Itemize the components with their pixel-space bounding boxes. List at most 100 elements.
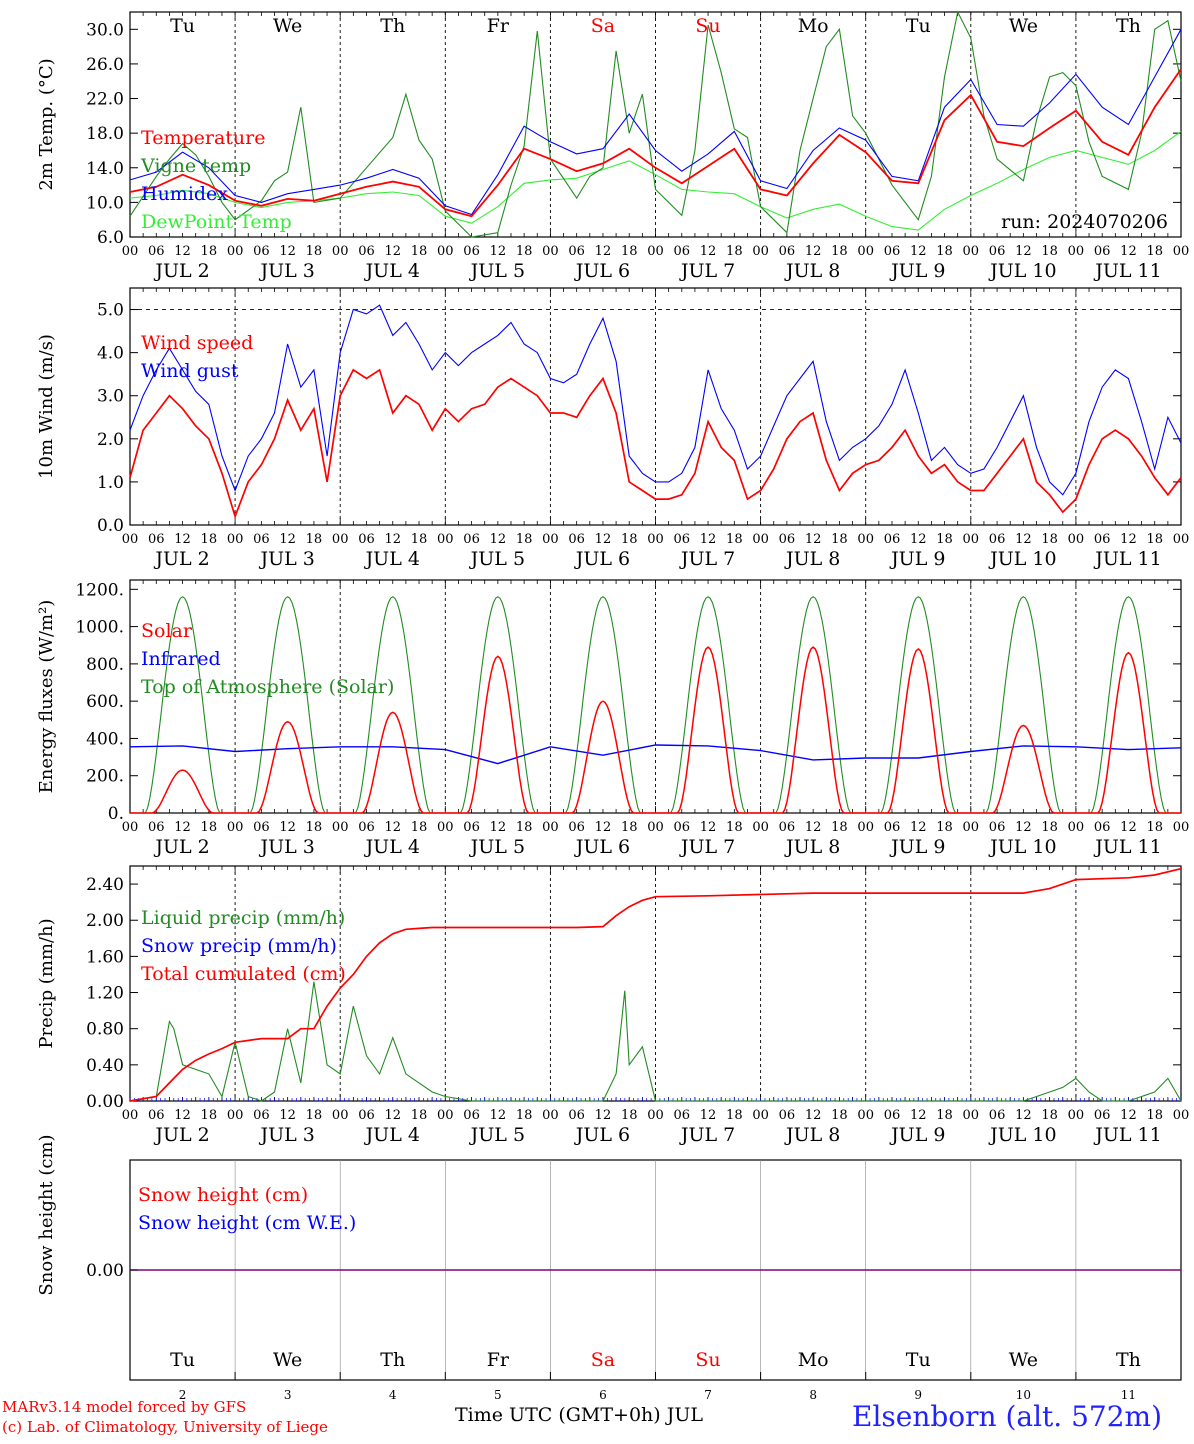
hour-tick-label: 00 xyxy=(437,244,454,259)
day-name: Mo xyxy=(798,1349,829,1371)
series-line xyxy=(129,304,1182,496)
day-number: 7 xyxy=(704,1388,712,1402)
date-label: JUL 9 xyxy=(889,548,945,570)
hour-tick-label: 12 xyxy=(595,1108,612,1123)
hour-tick-label: 00 xyxy=(122,1108,139,1123)
day-name: Sa xyxy=(591,15,615,37)
date-label: JUL 6 xyxy=(574,260,630,282)
hour-tick-label: 12 xyxy=(1015,532,1032,547)
hour-tick-label: 06 xyxy=(568,244,585,259)
hour-tick-label: 12 xyxy=(805,1108,822,1123)
hour-tick-label: 18 xyxy=(201,532,218,547)
run-label: run: 2024070206 xyxy=(1001,211,1168,233)
hour-tick-label: 18 xyxy=(621,1108,638,1123)
date-label: JUL 9 xyxy=(889,1124,945,1146)
day-number: 8 xyxy=(809,1388,817,1402)
y-tick-label: 30.0 xyxy=(86,20,124,40)
date-label: JUL 4 xyxy=(364,836,420,858)
hour-tick-label: 06 xyxy=(148,1108,165,1123)
hour-tick-label: 12 xyxy=(384,820,401,835)
date-label: JUL 7 xyxy=(679,260,735,282)
date-label: JUL 2 xyxy=(153,836,209,858)
hour-tick-label: 12 xyxy=(595,532,612,547)
series-line xyxy=(129,130,1182,231)
hour-tick-label: 12 xyxy=(279,244,296,259)
day-name: Sa xyxy=(591,1349,615,1371)
date-label: JUL 5 xyxy=(469,836,525,858)
hour-tick-label: 06 xyxy=(463,820,480,835)
series-line xyxy=(129,368,1182,520)
series-line xyxy=(130,646,1181,814)
hour-tick-label: 18 xyxy=(726,244,743,259)
hour-tick-label: 00 xyxy=(1068,532,1085,547)
series-line xyxy=(129,29,1182,216)
date-label: JUL 6 xyxy=(574,1124,630,1146)
y-tick-label: 4.0 xyxy=(97,344,124,364)
day-name: Tu xyxy=(906,1349,931,1371)
hour-tick-label: 06 xyxy=(253,244,270,259)
legend-entry: DewPoint Temp xyxy=(141,211,292,233)
hour-tick-label: 00 xyxy=(857,532,874,547)
hour-tick-label: 18 xyxy=(306,820,323,835)
hour-tick-label: 06 xyxy=(1094,1108,1111,1123)
hour-tick-label: 06 xyxy=(1094,532,1111,547)
day-name: Su xyxy=(695,1349,720,1371)
hour-tick-label: 06 xyxy=(779,820,796,835)
hour-tick-label: 18 xyxy=(201,1108,218,1123)
hour-tick-label: 12 xyxy=(384,532,401,547)
hour-tick-label: 12 xyxy=(1015,1108,1032,1123)
hour-tick-label: 00 xyxy=(857,1108,874,1123)
legend-entry: Snow height (cm W.E.) xyxy=(138,1212,356,1234)
day-number: 6 xyxy=(599,1388,607,1402)
hour-tick-label: 12 xyxy=(805,820,822,835)
y-tick-label: 0.0 xyxy=(97,516,124,536)
date-label: JUL 4 xyxy=(364,1124,420,1146)
hour-tick-label: 12 xyxy=(700,532,717,547)
legend-entry: Wind gust xyxy=(141,360,239,382)
hour-tick-label: 06 xyxy=(253,532,270,547)
hour-tick-label: 00 xyxy=(332,532,349,547)
series-line xyxy=(129,744,1182,765)
legend-entry: Snow height (cm) xyxy=(138,1184,308,1206)
date-label: JUL 4 xyxy=(364,548,420,570)
hour-tick-label: 18 xyxy=(831,820,848,835)
hour-tick-label: 12 xyxy=(490,532,507,547)
hour-tick-label: 06 xyxy=(884,1108,901,1123)
legend-entry: Infrared xyxy=(141,648,221,670)
date-label: JUL 11 xyxy=(1093,260,1161,282)
hour-tick-label: 12 xyxy=(1120,820,1137,835)
date-label: JUL 6 xyxy=(574,548,630,570)
date-label: JUL 11 xyxy=(1093,548,1161,570)
hour-tick-label: 12 xyxy=(174,1108,191,1123)
hour-tick-label: 12 xyxy=(1015,820,1032,835)
legend-entry: Top of Atmosphere (Solar) xyxy=(141,676,394,698)
day-name: We xyxy=(273,15,302,37)
y-tick-label: 0.80 xyxy=(86,1020,124,1040)
hour-tick-label: 18 xyxy=(831,1108,848,1123)
hour-tick-label: 18 xyxy=(936,1108,953,1123)
date-label: JUL 11 xyxy=(1093,1124,1161,1146)
day-number: 3 xyxy=(284,1388,292,1402)
date-label: JUL 6 xyxy=(574,836,630,858)
hour-tick-label: 12 xyxy=(595,244,612,259)
hour-tick-label: 06 xyxy=(989,532,1006,547)
hour-tick-label: 18 xyxy=(726,1108,743,1123)
legend-entry: Humidex xyxy=(141,183,228,205)
hour-tick-label: 12 xyxy=(174,244,191,259)
day-name: We xyxy=(1009,15,1038,37)
hour-tick-label: 18 xyxy=(201,244,218,259)
hour-tick-label: 12 xyxy=(279,820,296,835)
hour-tick-label: 00 xyxy=(1068,244,1085,259)
hour-tick-label: 18 xyxy=(411,820,428,835)
hour-tick-label: 06 xyxy=(779,1108,796,1123)
date-label: JUL 10 xyxy=(988,1124,1056,1146)
hour-tick-label: 06 xyxy=(1094,244,1111,259)
hour-tick-label: 18 xyxy=(306,244,323,259)
hour-tick-label: 06 xyxy=(884,532,901,547)
series-line xyxy=(129,68,1182,218)
legend-entry: Total cumulated (cm) xyxy=(141,963,346,985)
hour-tick-label: 18 xyxy=(201,820,218,835)
y-tick-label: 5.0 xyxy=(97,301,124,321)
day-name: Th xyxy=(1116,1349,1141,1371)
